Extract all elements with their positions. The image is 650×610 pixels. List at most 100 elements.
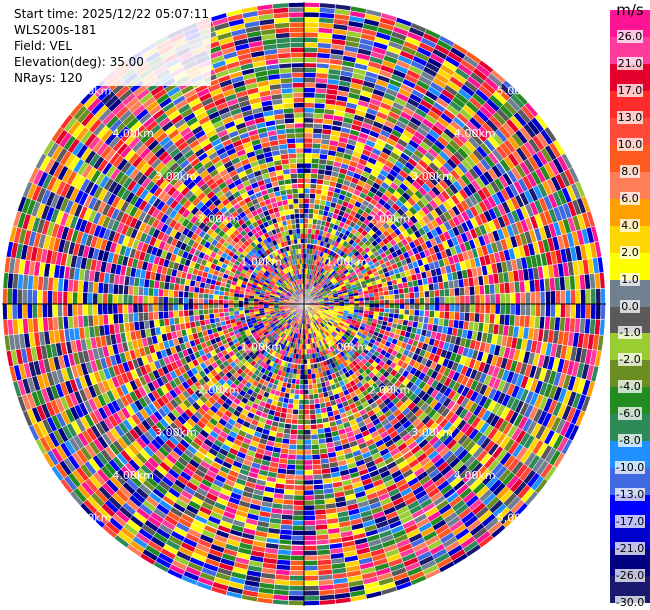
velocity-cell bbox=[292, 509, 305, 516]
velocity-cell bbox=[303, 369, 308, 375]
velocity-cell bbox=[303, 117, 315, 124]
velocity-cell bbox=[292, 514, 305, 521]
velocity-cell bbox=[299, 379, 305, 385]
velocity-cell bbox=[311, 443, 320, 451]
velocity-cell bbox=[383, 290, 390, 296]
velocity-cell bbox=[419, 303, 426, 311]
velocity-cell bbox=[303, 489, 315, 496]
velocity-cell bbox=[307, 368, 312, 375]
velocity-cell bbox=[449, 303, 456, 313]
velocity-cell bbox=[428, 310, 435, 318]
velocity-cell bbox=[312, 132, 323, 140]
velocity-cell bbox=[434, 296, 441, 305]
velocity-cell bbox=[286, 463, 296, 471]
velocity-cell bbox=[303, 162, 312, 169]
velocity-cell bbox=[289, 575, 305, 582]
velocity-cell bbox=[459, 295, 466, 305]
velocity-cell bbox=[303, 218, 309, 224]
velocity-cell bbox=[384, 303, 390, 309]
velocity-cell bbox=[363, 297, 370, 301]
velocity-cell bbox=[444, 303, 451, 312]
velocity-cell bbox=[291, 524, 305, 531]
velocity-cell bbox=[468, 285, 476, 296]
velocity-cell bbox=[374, 299, 380, 305]
velocity-cell bbox=[303, 26, 319, 33]
velocity-cell bbox=[309, 408, 316, 415]
velocity-cell bbox=[309, 413, 317, 420]
velocity-cell bbox=[313, 398, 321, 405]
velocity-cell bbox=[368, 296, 375, 301]
velocity-cell bbox=[312, 388, 319, 395]
velocity-cell bbox=[303, 550, 318, 556]
velocity-cell bbox=[364, 303, 370, 308]
velocity-cell bbox=[290, 550, 305, 556]
velocity-cell bbox=[570, 303, 577, 319]
velocity-cell bbox=[296, 434, 305, 441]
velocity-cell bbox=[306, 353, 310, 360]
velocity-cell bbox=[399, 303, 405, 310]
velocity-cell bbox=[459, 303, 466, 313]
velocity-cell bbox=[296, 439, 305, 446]
velocity-cell bbox=[311, 152, 321, 160]
velocity-cell bbox=[504, 292, 511, 305]
velocity-cell bbox=[303, 107, 315, 114]
velocity-cell bbox=[403, 309, 410, 316]
velocity-cell bbox=[534, 303, 541, 317]
velocity-cell bbox=[296, 429, 305, 436]
velocity-cell bbox=[303, 514, 316, 521]
velocity-cell bbox=[288, 590, 305, 597]
velocity-cell bbox=[288, 443, 297, 451]
velocity-cell bbox=[585, 288, 592, 305]
velocity-cell bbox=[438, 310, 446, 320]
velocity-cell bbox=[303, 112, 315, 119]
velocity-cell bbox=[353, 298, 360, 302]
velocity-cell bbox=[364, 300, 370, 305]
velocity-cell bbox=[555, 290, 561, 305]
velocity-cell bbox=[289, 570, 305, 577]
velocity-cell bbox=[595, 303, 602, 320]
velocity-cell bbox=[303, 560, 318, 566]
velocity-cell bbox=[469, 303, 476, 314]
velocity-cell bbox=[303, 565, 319, 572]
velocity-cell bbox=[297, 414, 305, 421]
velocity-cell bbox=[307, 233, 312, 240]
velocity-cell bbox=[398, 293, 405, 300]
velocity-cell bbox=[404, 303, 410, 310]
velocity-cell bbox=[499, 303, 506, 315]
velocity-cell bbox=[287, 453, 297, 461]
velocity-cell bbox=[293, 393, 300, 400]
velocity-cell bbox=[463, 286, 471, 296]
velocity-cell bbox=[444, 296, 451, 305]
velocity-cell bbox=[388, 294, 395, 300]
velocity-cell bbox=[288, 595, 305, 602]
velocity-cell bbox=[293, 494, 305, 501]
velocity-cell bbox=[499, 293, 506, 305]
velocity-cell bbox=[297, 424, 305, 431]
velocity-cell bbox=[303, 31, 319, 38]
velocity-cell bbox=[504, 303, 511, 316]
velocity-cell bbox=[560, 290, 566, 305]
velocity-cell bbox=[303, 82, 316, 89]
velocity-cell bbox=[288, 438, 298, 446]
velocity-cell bbox=[398, 287, 405, 295]
velocity-cell bbox=[409, 297, 415, 305]
velocity-cell bbox=[312, 473, 323, 481]
velocity-cell bbox=[423, 290, 430, 298]
velocity-cell bbox=[293, 484, 305, 491]
velocity-cell bbox=[489, 303, 496, 315]
velocity-cell bbox=[303, 379, 309, 385]
velocity-cell bbox=[300, 369, 305, 375]
velocity-cell bbox=[303, 198, 310, 204]
velocity-cell bbox=[429, 296, 436, 305]
velocity-cell bbox=[306, 358, 311, 365]
velocity-cell bbox=[575, 303, 582, 319]
velocity-cell bbox=[509, 292, 516, 305]
velocity-cell bbox=[312, 127, 323, 135]
velocity-cell bbox=[379, 303, 385, 309]
velocity-cell bbox=[306, 348, 310, 355]
velocity-cell bbox=[303, 484, 315, 491]
velocity-cell bbox=[388, 308, 395, 314]
velocity-cell bbox=[384, 299, 390, 305]
velocity-cell bbox=[303, 208, 310, 214]
